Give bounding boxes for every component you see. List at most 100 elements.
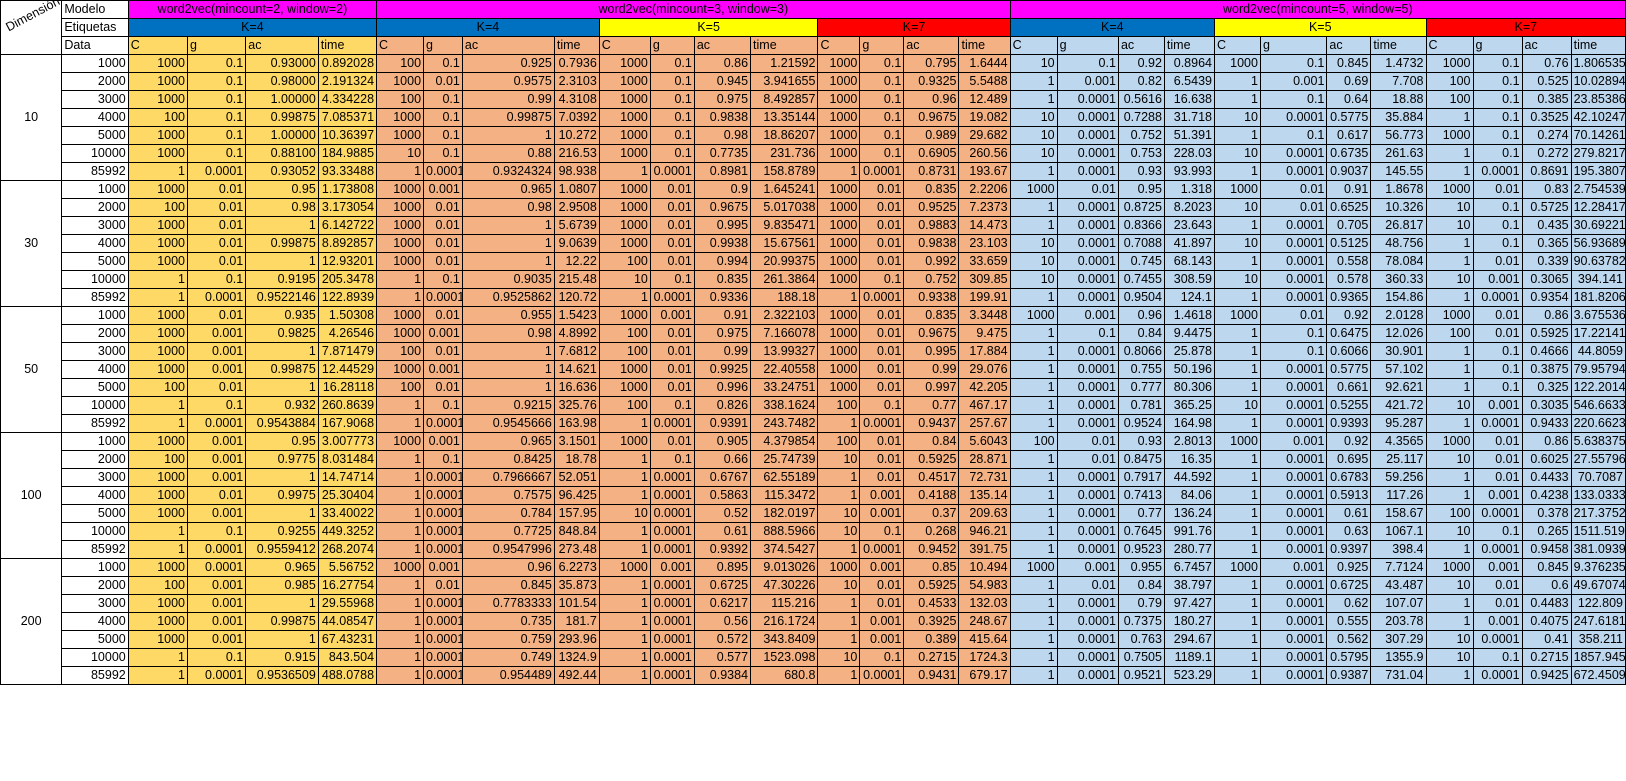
table-row: 2000 100 0.01 0.98 3.173054 1000 0.01 0.98 2.950… <box>1 198 1626 217</box>
value-cell: 0.9838 <box>903 234 960 253</box>
value-cell: 10 <box>1425 270 1474 289</box>
value-cell: 43.487 <box>1370 576 1427 595</box>
value-cell: 182.0197 <box>750 504 819 523</box>
value-cell: 7.166078 <box>750 324 819 343</box>
value-cell: 0.6066 <box>1326 342 1372 361</box>
value-cell: 1000 <box>598 360 651 379</box>
value-cell: 1 <box>817 486 861 505</box>
value-cell: 0.84 <box>1117 324 1165 343</box>
value-cell: 0.7455 <box>1117 270 1165 289</box>
value-cell: 0.9437 <box>903 414 960 433</box>
value-cell: 0.0001 <box>1259 450 1328 469</box>
value-cell: 0.1 <box>1259 90 1328 109</box>
value-cell: 1000 <box>598 72 651 91</box>
value-cell: 0.0001 <box>1056 252 1119 271</box>
value-cell: 0.01 <box>649 360 695 379</box>
value-cell: 0.0001 <box>649 468 695 487</box>
value-cell: 546.6633 <box>1570 396 1626 415</box>
value-cell: 0.0001 <box>186 162 247 181</box>
value-cell: 1000 <box>817 270 861 289</box>
value-cell: 0.0001 <box>1056 486 1119 505</box>
value-cell: 1 <box>127 288 189 307</box>
value-cell: 0.001 <box>859 630 905 649</box>
value-cell: 1000 <box>127 468 189 487</box>
value-cell: 209.63 <box>958 504 1011 523</box>
value-cell: 9.475 <box>958 324 1011 343</box>
value-cell: 0.01 <box>423 576 463 595</box>
value-cell: 0.925 <box>1326 558 1372 577</box>
value-cell: 0.41 <box>1521 630 1572 649</box>
value-cell: 0.95 <box>1117 180 1165 199</box>
value-cell: 4.379854 <box>750 432 819 451</box>
value-cell: 1000 <box>1425 54 1474 73</box>
value-cell: 0.1 <box>859 396 905 415</box>
k-group-header: K=7 <box>817 18 1011 37</box>
value-cell: 1000 <box>817 324 861 343</box>
value-cell: 0.8964 <box>1163 54 1215 73</box>
value-cell: 1000 <box>376 324 425 343</box>
value-cell: 18.86207 <box>750 126 819 145</box>
value-cell: 0.0001 <box>1259 630 1328 649</box>
value-cell: 0.001 <box>1472 270 1523 289</box>
value-cell: 0.001 <box>186 594 247 613</box>
value-cell: 0.835 <box>693 270 752 289</box>
model-header: word2vec(mincount=3, window=3) <box>376 0 1011 19</box>
value-cell: 0.0001 <box>1259 378 1328 397</box>
value-cell: 0.0001 <box>423 162 463 181</box>
value-cell: 56.773 <box>1370 126 1427 145</box>
value-cell: 12.026 <box>1370 324 1427 343</box>
value-cell: 1857.945 <box>1570 648 1626 667</box>
value-cell: 1000 <box>127 432 189 451</box>
value-cell: 0.892028 <box>317 54 378 73</box>
value-cell: 1 <box>127 270 189 289</box>
value-cell: 93.33488 <box>317 162 378 181</box>
value-cell: 0.93052 <box>245 162 319 181</box>
value-cell: 0.0001 <box>1259 522 1328 541</box>
value-cell: 0.01 <box>186 198 247 217</box>
value-cell: 0.9504 <box>1117 288 1165 307</box>
value-cell: 16.638 <box>1163 90 1215 109</box>
value-cell: 90.63782 <box>1570 252 1626 271</box>
value-cell: 0.99875 <box>245 108 319 127</box>
value-cell: 1000 <box>817 342 861 361</box>
value-cell: 0.845 <box>1521 558 1572 577</box>
value-cell: 1 <box>817 666 861 685</box>
value-cell: 0.268 <box>903 522 960 541</box>
value-cell: 0.9338 <box>903 288 960 307</box>
value-cell: 10.02894 <box>1570 72 1626 91</box>
value-cell: 0.01 <box>859 252 905 271</box>
value-cell: 0.61 <box>693 522 752 541</box>
value-cell: 0.001 <box>859 612 905 631</box>
value-cell: 1 <box>1213 252 1261 271</box>
value-cell: 124.1 <box>1163 288 1215 307</box>
value-cell: 0.1 <box>649 450 695 469</box>
value-cell: 1 <box>598 414 651 433</box>
value-cell: 0.955 <box>1117 558 1165 577</box>
value-cell: 1 <box>127 522 189 541</box>
value-cell: 1000 <box>376 234 425 253</box>
value-cell: 1 <box>817 630 861 649</box>
value-cell: 0.975 <box>693 90 752 109</box>
value-cell: 268.2074 <box>317 540 378 559</box>
data-size-cell: 3000 <box>61 342 129 361</box>
value-cell: 1 <box>1213 522 1261 541</box>
subcol-header: C <box>598 36 651 55</box>
value-cell: 1 <box>1213 630 1261 649</box>
value-cell: 1 <box>245 252 319 271</box>
value-cell: 492.44 <box>553 666 600 685</box>
value-cell: 1000 <box>127 504 189 523</box>
value-cell: 0.0001 <box>1056 630 1119 649</box>
value-cell: 1 <box>1009 360 1058 379</box>
value-cell: 0.0001 <box>1056 666 1119 685</box>
value-cell: 1 <box>1425 234 1474 253</box>
value-cell: 1 <box>1009 342 1058 361</box>
value-cell: 1000 <box>598 306 651 325</box>
value-cell: 0.9035 <box>461 270 555 289</box>
value-cell: 23.643 <box>1163 216 1215 235</box>
value-cell: 1 <box>376 468 425 487</box>
value-cell: 0.8475 <box>1117 450 1165 469</box>
value-cell: 0.0001 <box>1472 630 1523 649</box>
value-cell: 0.1 <box>859 72 905 91</box>
value-cell: 59.256 <box>1370 468 1427 487</box>
data-size-cell: 2000 <box>61 450 129 469</box>
